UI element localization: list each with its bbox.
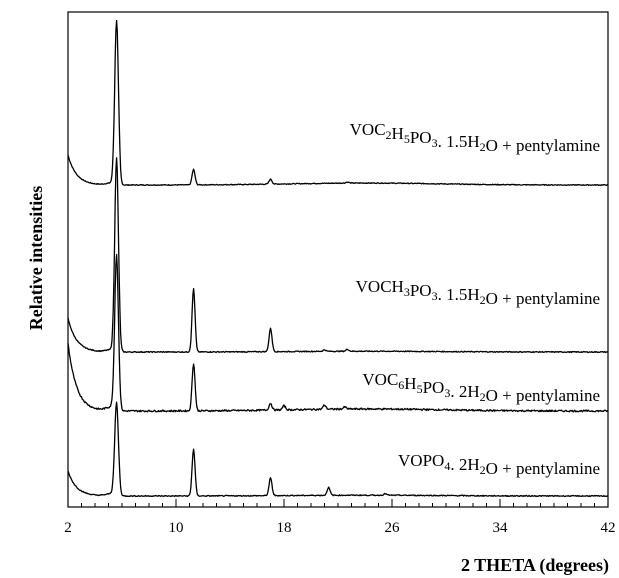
x-tick-label: 2 xyxy=(64,520,72,536)
diffraction-trace-1 xyxy=(67,19,609,187)
x-tick-label: 34 xyxy=(493,520,509,536)
axes: 2 10 18 26 34 42 xyxy=(64,11,616,536)
x-tick-label: 26 xyxy=(385,520,401,536)
series-label-3: VOC6H5PO3. 2H2O + pentylamine xyxy=(362,370,600,405)
diffraction-trace-3 xyxy=(67,253,609,413)
x-tick-label: 10 xyxy=(169,520,184,536)
diffraction-trace-2 xyxy=(67,157,608,354)
x-tick-label: 18 xyxy=(277,520,292,536)
series-label-4: VOPO4. 2H2O + pentylamine xyxy=(398,451,600,478)
y-axis-title: Relative intensities xyxy=(26,186,46,330)
series-labels: VOC2H5PO3. 1.5H2O + pentylamine VOCH3PO3.… xyxy=(350,120,600,478)
plot-frame xyxy=(67,11,609,508)
series-label-1: VOC2H5PO3. 1.5H2O + pentylamine xyxy=(350,120,600,155)
diffraction-traces xyxy=(67,19,609,498)
diffraction-trace-4 xyxy=(67,401,609,498)
series-label-2: VOCH3PO3. 1.5H2O + pentylamine xyxy=(356,277,600,308)
x-tick-label: 42 xyxy=(601,520,616,536)
x-axis-title: 2 THETA (degrees) xyxy=(461,555,609,576)
